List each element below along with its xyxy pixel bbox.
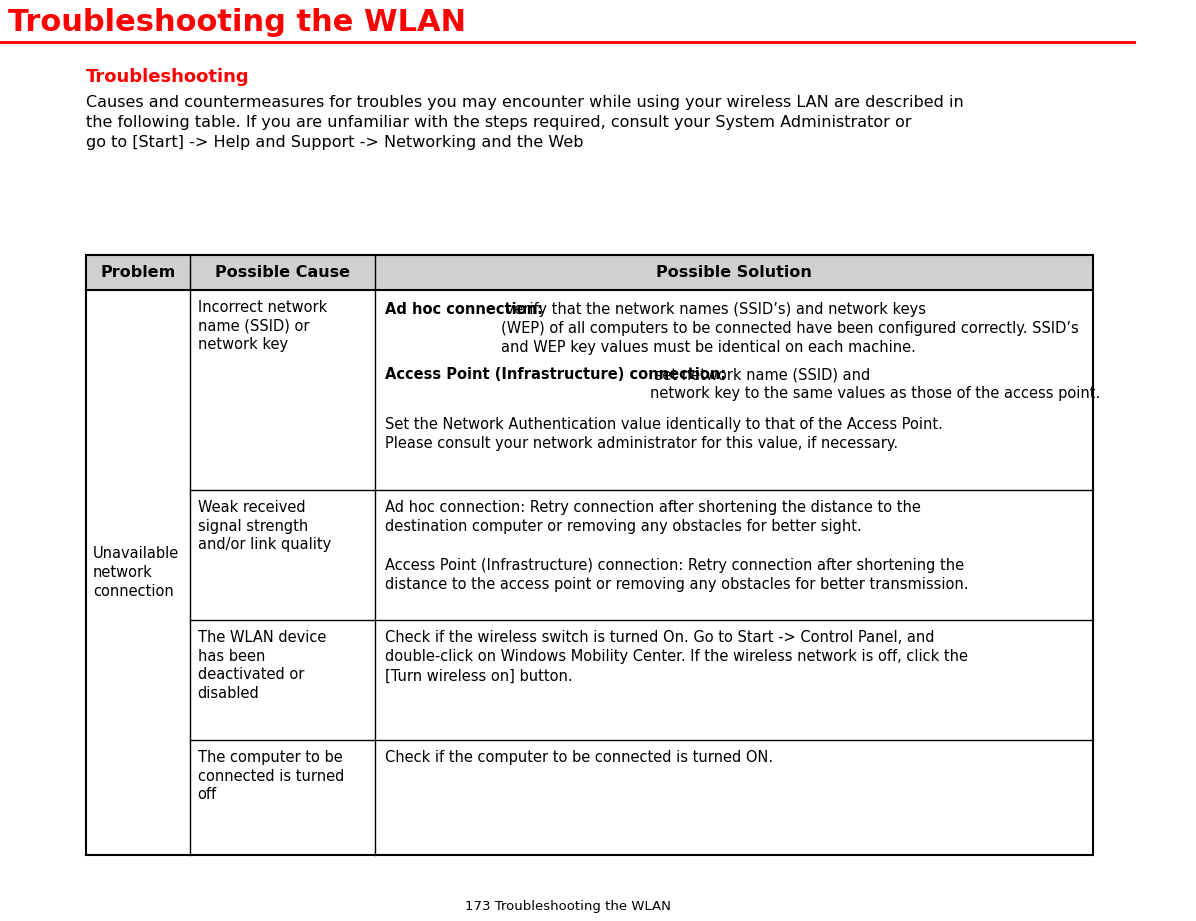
Bar (86, 255, 1093, 290)
Text: Possible Solution: Possible Solution (657, 265, 812, 280)
Text: Ad hoc connection:: Ad hoc connection: (385, 302, 543, 317)
Text: Possible Cause: Possible Cause (215, 265, 350, 280)
Bar (86, 255, 1093, 855)
Text: Access Point (Infrastructure) connection:: Access Point (Infrastructure) connection… (385, 367, 726, 382)
Text: Problem: Problem (100, 265, 176, 280)
Text: The computer to be
connected is turned
off: The computer to be connected is turned o… (197, 750, 344, 802)
Text: Ad hoc connection: Retry connection after shortening the distance to the
destina: Ad hoc connection: Retry connection afte… (385, 500, 969, 592)
Text: Troubleshooting: Troubleshooting (86, 68, 249, 86)
Text: 173 Troubleshooting the WLAN: 173 Troubleshooting the WLAN (465, 900, 671, 913)
Text: Incorrect network
name (SSID) or
network key: Incorrect network name (SSID) or network… (197, 300, 327, 352)
Bar (86, 255, 1093, 855)
Text: Unavailable
network
connection: Unavailable network connection (93, 546, 179, 599)
Text: Check if the computer to be connected is turned ON.: Check if the computer to be connected is… (385, 750, 773, 765)
Text: The WLAN device
has been
deactivated or
disabled: The WLAN device has been deactivated or … (197, 630, 327, 701)
Text: set network name (SSID) and
network key to the same values as those of the acces: set network name (SSID) and network key … (649, 367, 1100, 402)
Text: Set the Network Authentication value identically to that of the Access Point.
Pl: Set the Network Authentication value ide… (385, 417, 942, 451)
Text: verify that the network names (SSID’s) and network keys
(WEP) of all computers t: verify that the network names (SSID’s) a… (501, 302, 1079, 356)
Text: Troubleshooting the WLAN: Troubleshooting the WLAN (7, 8, 465, 37)
Text: Check if the wireless switch is turned On. Go to Start -> Control Panel, and
dou: Check if the wireless switch is turned O… (385, 630, 968, 683)
Text: Causes and countermeasures for troubles you may encounter while using your wirel: Causes and countermeasures for troubles … (86, 95, 963, 149)
Text: Weak received
signal strength
and/or link quality: Weak received signal strength and/or lin… (197, 500, 331, 553)
